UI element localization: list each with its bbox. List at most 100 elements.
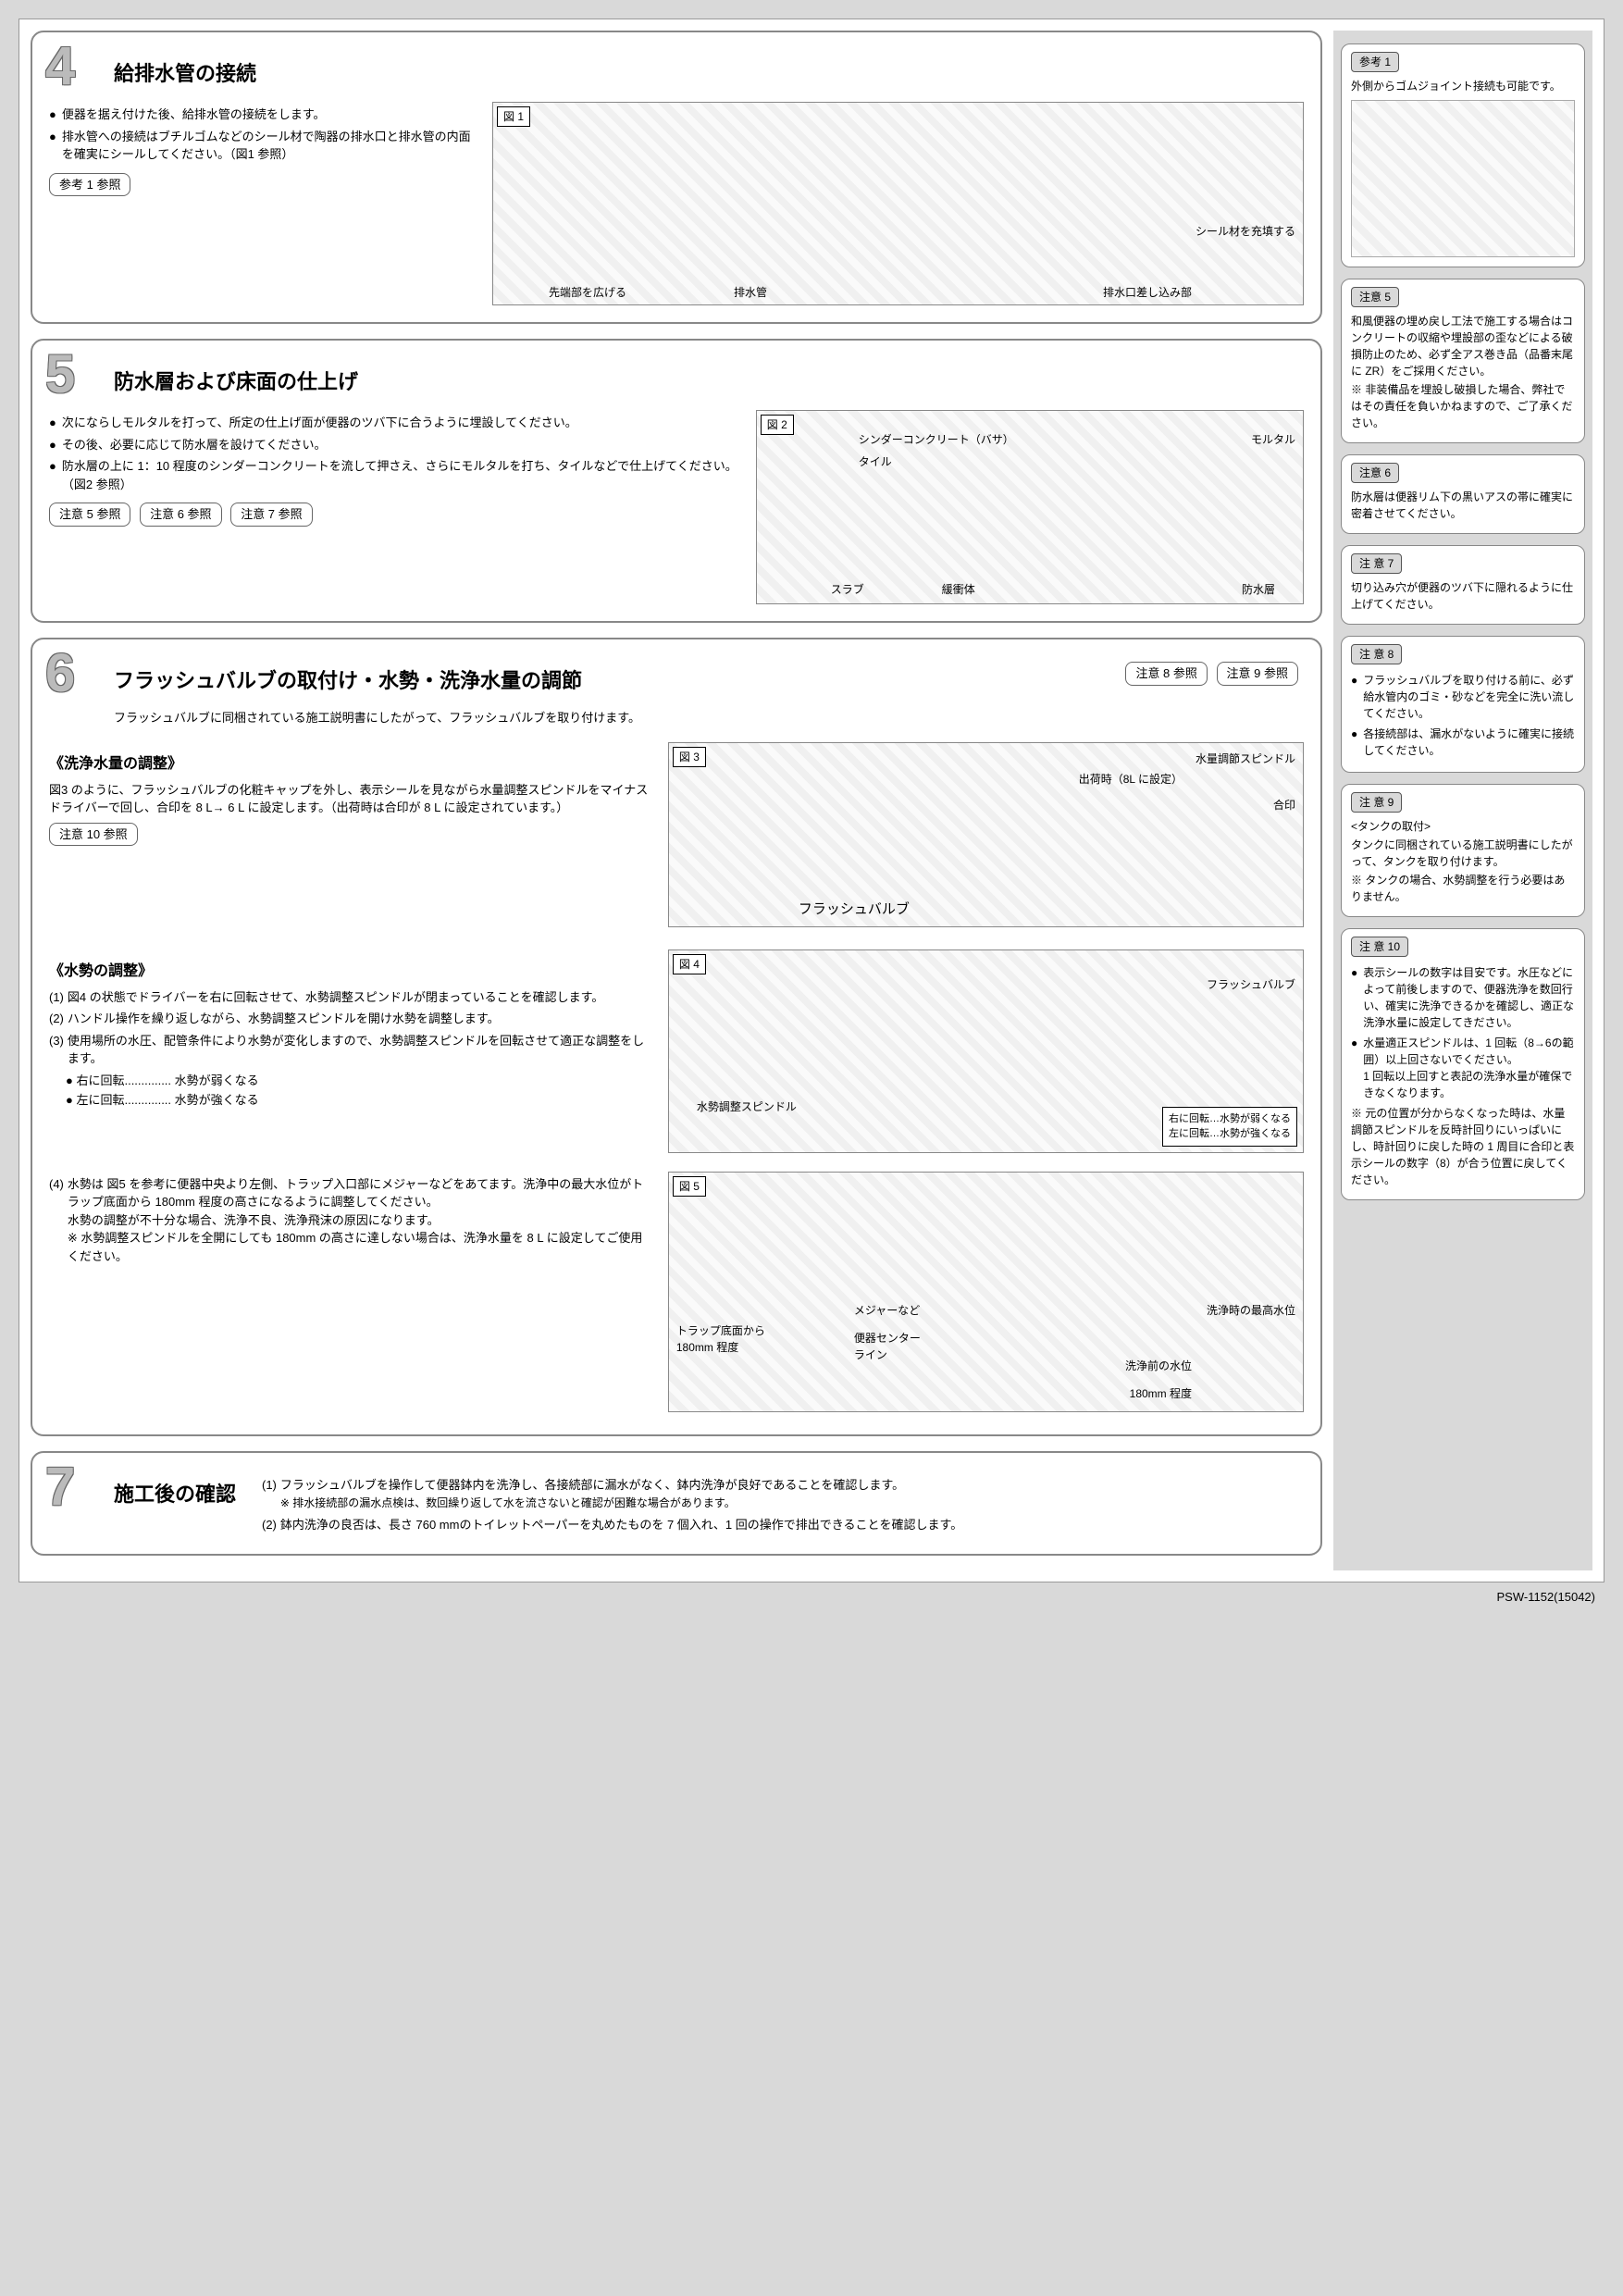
fig2-label-tile: タイル bbox=[859, 453, 892, 470]
ref-pill-chuui7: 注意 7 参照 bbox=[230, 503, 312, 527]
s5-bullet-3: 防水層の上に 1：10 程度のシンダーコンクリートを流して押さえ、さらにモルタル… bbox=[49, 457, 739, 493]
fig4-direction-box: 右に回転…水勢が弱くなる 左に回転…水勢が強くなる bbox=[1162, 1107, 1297, 1147]
step-7-title: 施工後の確認 bbox=[49, 1466, 236, 1509]
fig3-label-ship: 出荷時（8L に設定） bbox=[1079, 771, 1183, 788]
section-7: 7 施工後の確認 (1) フラッシュバルブを操作して便器鉢内を洗浄し、各接続部に… bbox=[31, 1451, 1322, 1557]
step-6-title: フラッシュバルブの取付け・水勢・洗浄水量の調節 bbox=[49, 652, 1304, 696]
figure-1-tag: 図 1 bbox=[497, 106, 530, 127]
fig4-label-spindle: 水勢調整スピンドル bbox=[697, 1098, 797, 1115]
fig1-label-drain: 排水管 bbox=[734, 284, 767, 301]
note-cau7: 注 意 7 切り込み穴が便器のツバ下に隠れるように仕上げてください。 bbox=[1341, 545, 1585, 625]
fig2-label-buffer: 緩衝体 bbox=[942, 581, 975, 598]
note-cau8: 注 意 8 フラッシュバルブを取り付ける前に、必ず給水管内のゴミ・砂などを完全に… bbox=[1341, 636, 1585, 773]
ref1-figure bbox=[1351, 100, 1575, 257]
figure-2: 図 2 シンダーコンクリート（バサ） タイル モルタル スラブ 緩衝体 防水層 bbox=[756, 410, 1304, 604]
fig4-label-valve: フラッシュバルブ bbox=[1207, 976, 1295, 993]
section-5: 5 防水層および床面の仕上げ 次にならしモルタルを打って、所定の仕上げ面が便器の… bbox=[31, 339, 1322, 623]
note-cau9-sub: ※ タンクの場合、水勢調整を行う必要はありません。 bbox=[1351, 872, 1575, 905]
ref-pill-chuui10: 注意 10 参照 bbox=[49, 823, 138, 847]
s6-volume-heading: 《洗浄水量の調整》 bbox=[49, 753, 651, 776]
s6-force-heading: 《水勢の調整》 bbox=[49, 961, 651, 983]
step-5-number: 5 bbox=[45, 348, 75, 402]
step-5-title: 防水層および床面の仕上げ bbox=[49, 354, 1304, 397]
fig5-label-measure: メジャーなど bbox=[854, 1302, 920, 1319]
s4-bullet-1: 便器を据え付けた後、給排水管の接続をします。 bbox=[49, 105, 476, 124]
note-cau6: 注意 6 防水層は便器リム下の黒いアスの帯に確実に密着させてください。 bbox=[1341, 454, 1585, 534]
s4-bullet-2: 排水管への接続はブチルゴムなどのシール材で陶器の排水口と排水管の内面を確実にシー… bbox=[49, 128, 476, 164]
main-column: 4 給排水管の接続 便器を据え付けた後、給排水管の接続をします。 排水管への接続… bbox=[31, 31, 1322, 1570]
fig5-label-center: 便器センター ライン bbox=[854, 1330, 921, 1363]
step-7-number: 7 bbox=[45, 1460, 75, 1514]
fig1-label-inlet: 排水口差し込み部 bbox=[1103, 284, 1192, 301]
note-cau10: 注 意 10 表示シールの数字は目安です。水圧などによって前後しますので、便器洗… bbox=[1341, 928, 1585, 1200]
s7-item-2: (2)鉢内洗浄の良否は、長さ 760 mmのトイレットペーパーを丸めたものを 7… bbox=[262, 1516, 1304, 1534]
note-cau8-b2: 各接続部は、漏水がないように確実に接続してください。 bbox=[1351, 726, 1575, 759]
step-4-number: 4 bbox=[45, 40, 75, 93]
ref-pill-chuui8: 注意 8 参照 bbox=[1125, 662, 1207, 686]
note-cau5-text: 和風便器の埋め戻し工法で施工する場合はコンクリートの収縮や埋設部の歪などによる破… bbox=[1351, 313, 1575, 379]
step-4-title: 給排水管の接続 bbox=[49, 45, 1304, 89]
s5-bullet-2: その後、必要に応じて防水層を設けてください。 bbox=[49, 436, 739, 454]
ref-pill-chuui5: 注意 5 参照 bbox=[49, 503, 130, 527]
s5-bullet-1: 次にならしモルタルを打って、所定の仕上げ面が便器のツバ下に合うように埋設してくだ… bbox=[49, 414, 739, 432]
sidebar: 参考 1 外側からゴムジョイント接続も可能です。 注意 5 和風便器の埋め戻し工… bbox=[1333, 31, 1592, 1570]
fig5-label-trap: トラップ底面から 180mm 程度 bbox=[676, 1322, 765, 1356]
figure-1: 図 1 先端部を広げる 排水管 シール材を充填する 排水口差し込み部 bbox=[492, 102, 1304, 305]
figure-5: 図 5 トラップ底面から 180mm 程度 メジャーなど 便器センター ライン … bbox=[668, 1172, 1304, 1412]
ref-pill-chuui9: 注意 9 参照 bbox=[1217, 662, 1298, 686]
s6-force-left: ● 左に回転.............. 水勢が強くなる bbox=[49, 1091, 651, 1110]
figure-3-tag: 図 3 bbox=[673, 747, 706, 767]
ref-pill-chuui6: 注意 6 参照 bbox=[140, 503, 221, 527]
note-cau6-tag: 注意 6 bbox=[1351, 463, 1399, 483]
note-cau7-text: 切り込み穴が便器のツバ下に隠れるように仕上げてください。 bbox=[1351, 579, 1575, 613]
fig5-label-pre: 洗浄前の水位 bbox=[1125, 1358, 1192, 1374]
note-cau8-b1: フラッシュバルブを取り付ける前に、必ず給水管内のゴミ・砂などを完全に洗い流してく… bbox=[1351, 672, 1575, 722]
note-cau5-sub: ※ 非装備品を埋設し破損した場合、弊社ではその責任を負いかねますので、ご了承くだ… bbox=[1351, 381, 1575, 431]
section-6: 6 フラッシュバルブの取付け・水勢・洗浄水量の調節 注意 8 参照 注意 9 参… bbox=[31, 638, 1322, 1436]
note-cau10-tag: 注 意 10 bbox=[1351, 937, 1408, 957]
s6-force-item-4: (4) 水勢は 図5 を参考に便器中央より左側、トラップ入口部にメジャーなどをあ… bbox=[49, 1175, 651, 1266]
note-ref1: 参考 1 外側からゴムジョイント接続も可能です。 bbox=[1341, 43, 1585, 267]
figure-3: 図 3 水量調節スピンドル 出荷時（8L に設定） 合印 フラッシュバルブ bbox=[668, 742, 1304, 927]
note-cau10-sub: ※ 元の位置が分からなくなった時は、水量調節スピンドルを反時計回りにいっぱいにし… bbox=[1351, 1105, 1575, 1188]
s7-item-1: (1) フラッシュバルブを操作して便器鉢内を洗浄し、各接続部に漏水がなく、鉢内洗… bbox=[262, 1476, 1304, 1512]
note-ref1-text: 外側からゴムジョイント接続も可能です。 bbox=[1351, 78, 1575, 94]
fig2-label-slab: スラブ bbox=[831, 581, 864, 598]
figure-4-tag: 図 4 bbox=[673, 954, 706, 974]
note-cau9: 注 意 9 <タンクの取付> タンクに同梱されている施工説明書にしたがって、タン… bbox=[1341, 784, 1585, 917]
note-cau9-subtitle: <タンクの取付> bbox=[1351, 818, 1575, 835]
step-6-number: 6 bbox=[45, 647, 75, 701]
note-cau10-b1: 表示シールの数字は目安です。水圧などによって前後しますので、便器洗浄を数回行い、… bbox=[1351, 964, 1575, 1031]
s6-intro: フラッシュバルブに同梱されている施工説明書にしたがって、フラッシュバルブを取り付… bbox=[49, 709, 1304, 727]
s6-force-right: ● 右に回転.............. 水勢が弱くなる bbox=[49, 1072, 651, 1090]
note-cau8-tag: 注 意 8 bbox=[1351, 644, 1402, 664]
fig2-label-cinder: シンダーコンクリート（バサ） bbox=[859, 431, 1014, 448]
figure-4: 図 4 フラッシュバルブ 水勢調整スピンドル 右に回転…水勢が弱くなる 左に回転… bbox=[668, 949, 1304, 1153]
note-cau6-text: 防水層は便器リム下の黒いアスの帯に確実に密着させてください。 bbox=[1351, 489, 1575, 522]
fig5-label-h: 180mm 程度 bbox=[1130, 1385, 1192, 1402]
fig1-label-fill: シール材を充填する bbox=[1196, 223, 1295, 240]
section-4: 4 給排水管の接続 便器を据え付けた後、給排水管の接続をします。 排水管への接続… bbox=[31, 31, 1322, 324]
fig3-label-spindle: 水量調節スピンドル bbox=[1196, 751, 1295, 767]
fig1-label-tip: 先端部を広げる bbox=[549, 284, 626, 301]
page: 4 給排水管の接続 便器を据え付けた後、給排水管の接続をします。 排水管への接続… bbox=[19, 19, 1604, 1582]
s6-force-item-3: (3)使用場所の水圧、配管条件により水勢が変化しますので、水勢調整スピンドルを回… bbox=[49, 1032, 651, 1068]
page-footer: PSW-1152(15042) bbox=[19, 1582, 1604, 1612]
note-cau5: 注意 5 和風便器の埋め戻し工法で施工する場合はコンクリートの収縮や埋設部の歪な… bbox=[1341, 279, 1585, 443]
note-cau9-tag: 注 意 9 bbox=[1351, 792, 1402, 813]
fig2-label-mortar: モルタル bbox=[1251, 431, 1295, 448]
note-cau7-tag: 注 意 7 bbox=[1351, 553, 1402, 574]
fig5-label-max: 洗浄時の最高水位 bbox=[1207, 1302, 1295, 1319]
note-ref1-tag: 参考 1 bbox=[1351, 52, 1399, 72]
fig3-label-valve: フラッシュバルブ bbox=[799, 900, 910, 921]
note-cau9-text: タンクに同梱されている施工説明書にしたがって、タンクを取り付けます。 bbox=[1351, 837, 1575, 870]
s6-force-item-2: (2)ハンドル操作を繰り返しながら、水勢調整スピンドルを開け水勢を調整します。 bbox=[49, 1010, 651, 1028]
fig3-label-mark: 合印 bbox=[1273, 797, 1295, 813]
figure-2-tag: 図 2 bbox=[761, 415, 794, 435]
s6-volume-body: 図3 のように、フラッシュバルブの化粧キャップを外し、表示シールを見ながら水量調… bbox=[49, 781, 651, 817]
s6-force-item-1: (1)図4 の状態でドライバーを右に回転させて、水勢調整スピンドルが閉まっている… bbox=[49, 988, 651, 1007]
note-cau5-tag: 注意 5 bbox=[1351, 287, 1399, 307]
note-cau10-b2: 水量適正スピンドルは、1 回転（8→6の範囲）以上回さないでください。 1 回転… bbox=[1351, 1035, 1575, 1101]
ref-pill-sankou1: 参考 1 参照 bbox=[49, 173, 130, 197]
fig2-label-waterproof: 防水層 bbox=[1242, 581, 1275, 598]
